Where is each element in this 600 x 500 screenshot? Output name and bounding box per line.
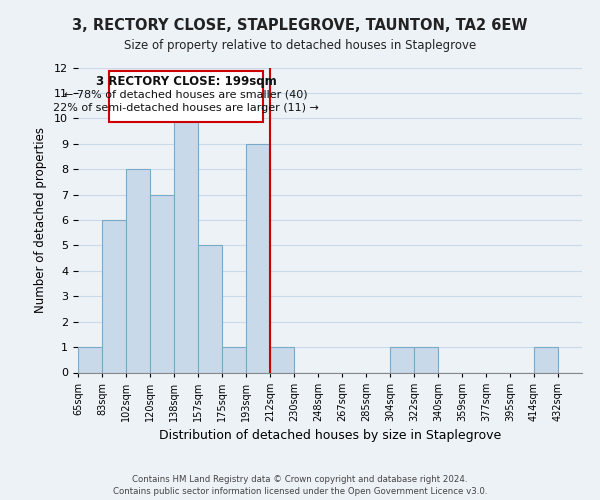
- Bar: [102, 220, 126, 372]
- FancyBboxPatch shape: [109, 72, 263, 122]
- Bar: [198, 246, 222, 372]
- Bar: [222, 347, 246, 372]
- Text: 3 RECTORY CLOSE: 199sqm: 3 RECTORY CLOSE: 199sqm: [95, 75, 277, 88]
- Bar: [246, 144, 270, 372]
- X-axis label: Distribution of detached houses by size in Staplegrove: Distribution of detached houses by size …: [159, 429, 501, 442]
- Bar: [174, 118, 198, 372]
- Text: 22% of semi-detached houses are larger (11) →: 22% of semi-detached houses are larger (…: [53, 103, 319, 113]
- Text: Contains public sector information licensed under the Open Government Licence v3: Contains public sector information licen…: [113, 487, 487, 496]
- Text: Size of property relative to detached houses in Staplegrove: Size of property relative to detached ho…: [124, 39, 476, 52]
- Y-axis label: Number of detached properties: Number of detached properties: [34, 127, 47, 313]
- Text: Contains HM Land Registry data © Crown copyright and database right 2024.: Contains HM Land Registry data © Crown c…: [132, 475, 468, 484]
- Bar: [270, 347, 294, 372]
- Bar: [78, 347, 102, 372]
- Bar: [534, 347, 558, 372]
- Text: 3, RECTORY CLOSE, STAPLEGROVE, TAUNTON, TA2 6EW: 3, RECTORY CLOSE, STAPLEGROVE, TAUNTON, …: [72, 18, 528, 32]
- Text: ← 78% of detached houses are smaller (40): ← 78% of detached houses are smaller (40…: [64, 89, 308, 99]
- Bar: [126, 169, 150, 372]
- Bar: [150, 194, 174, 372]
- Bar: [390, 347, 414, 372]
- Bar: [414, 347, 438, 372]
